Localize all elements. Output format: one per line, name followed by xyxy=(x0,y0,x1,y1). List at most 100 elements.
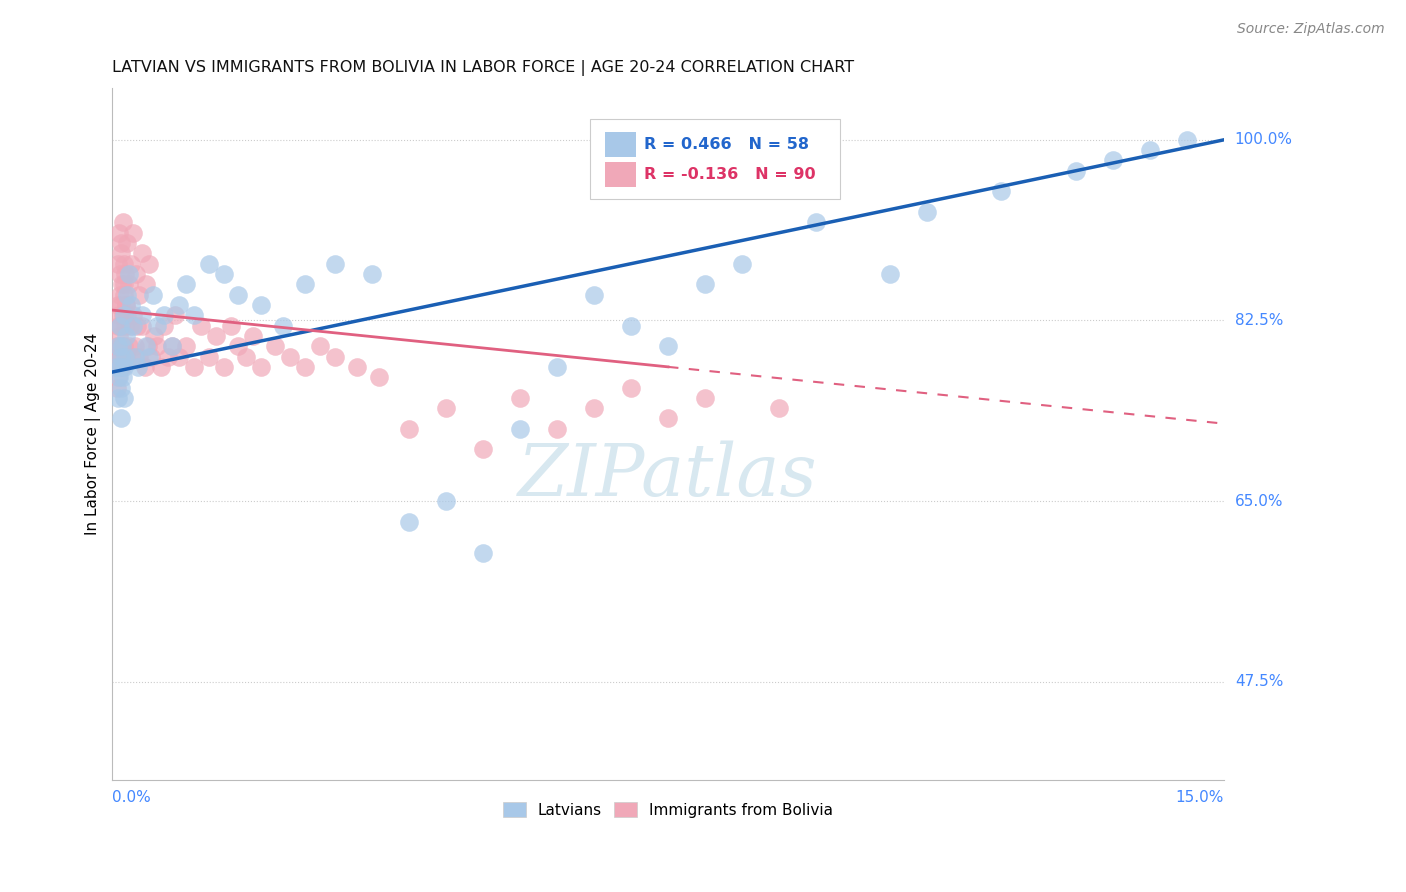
Point xyxy=(398,515,420,529)
Point xyxy=(105,359,128,374)
Point xyxy=(112,287,135,301)
Point xyxy=(122,226,145,240)
Point xyxy=(620,318,643,333)
Point xyxy=(398,422,420,436)
Point xyxy=(167,350,190,364)
Point xyxy=(294,277,316,292)
Point xyxy=(110,298,132,312)
Text: LATVIAN VS IMMIGRANTS FROM BOLIVIA IN LABOR FORCE | AGE 20-24 CORRELATION CHART: LATVIAN VS IMMIGRANTS FROM BOLIVIA IN LA… xyxy=(112,60,855,76)
Point xyxy=(108,308,131,322)
Point xyxy=(219,318,242,333)
Point xyxy=(108,226,131,240)
Text: 0.0%: 0.0% xyxy=(112,790,152,805)
Point xyxy=(249,359,271,374)
Point xyxy=(235,350,257,364)
Point xyxy=(107,370,129,384)
Point xyxy=(620,380,643,394)
FancyBboxPatch shape xyxy=(605,162,636,187)
Point xyxy=(112,391,135,405)
Point xyxy=(142,329,165,343)
Point xyxy=(107,339,129,353)
Point xyxy=(323,350,346,364)
Point xyxy=(125,318,148,333)
Point xyxy=(183,359,205,374)
Point xyxy=(125,267,148,281)
Point xyxy=(118,277,141,292)
Point xyxy=(115,298,138,312)
Point xyxy=(131,318,153,333)
Point xyxy=(135,277,157,292)
Legend: Latvians, Immigrants from Bolivia: Latvians, Immigrants from Bolivia xyxy=(496,796,839,824)
Point xyxy=(190,318,212,333)
Point xyxy=(990,185,1012,199)
Point xyxy=(110,339,132,353)
FancyBboxPatch shape xyxy=(591,120,841,199)
Point xyxy=(360,267,382,281)
Text: 65.0%: 65.0% xyxy=(1234,493,1284,508)
Point xyxy=(768,401,790,416)
Point xyxy=(107,350,129,364)
Point xyxy=(112,359,135,374)
Point xyxy=(264,339,287,353)
Point xyxy=(1101,153,1123,168)
Point xyxy=(294,359,316,374)
Point xyxy=(806,215,828,229)
Point xyxy=(197,257,219,271)
Point xyxy=(134,359,156,374)
Point xyxy=(183,308,205,322)
Point xyxy=(509,422,531,436)
Point xyxy=(212,267,235,281)
Text: 100.0%: 100.0% xyxy=(1234,132,1292,147)
Point xyxy=(120,257,142,271)
Point xyxy=(110,235,132,250)
Point xyxy=(122,318,145,333)
Point xyxy=(110,246,132,260)
Point xyxy=(105,380,128,394)
Point xyxy=(546,359,568,374)
Point xyxy=(107,318,129,333)
Point xyxy=(108,318,131,333)
Point xyxy=(434,494,457,508)
Point xyxy=(128,287,150,301)
Point xyxy=(165,308,187,322)
Point xyxy=(115,235,138,250)
Point xyxy=(156,350,179,364)
Point xyxy=(111,215,134,229)
Point xyxy=(471,546,494,560)
Point xyxy=(228,339,250,353)
Point xyxy=(120,298,142,312)
Point xyxy=(114,329,136,343)
Point xyxy=(114,267,136,281)
Point xyxy=(112,339,135,353)
Point xyxy=(153,318,176,333)
Point xyxy=(271,318,294,333)
Point xyxy=(107,257,129,271)
Point xyxy=(582,287,605,301)
Point xyxy=(693,391,716,405)
Point xyxy=(582,401,605,416)
Point xyxy=(197,350,219,364)
Point xyxy=(176,339,198,353)
Y-axis label: In Labor Force | Age 20-24: In Labor Force | Age 20-24 xyxy=(86,333,101,535)
Point xyxy=(115,287,138,301)
Point xyxy=(153,308,176,322)
Point xyxy=(128,350,150,364)
Point xyxy=(110,380,132,394)
Point xyxy=(1175,133,1198,147)
Point xyxy=(160,339,183,353)
Point xyxy=(108,267,131,281)
Text: 47.5%: 47.5% xyxy=(1234,674,1284,690)
Text: Source: ZipAtlas.com: Source: ZipAtlas.com xyxy=(1237,22,1385,37)
Point xyxy=(249,298,271,312)
Point xyxy=(131,308,153,322)
Point xyxy=(471,442,494,457)
Point xyxy=(1139,143,1161,157)
Point xyxy=(657,411,679,425)
Point xyxy=(139,350,162,364)
Text: 15.0%: 15.0% xyxy=(1175,790,1223,805)
FancyBboxPatch shape xyxy=(605,132,636,157)
Point xyxy=(124,339,146,353)
Point xyxy=(138,257,160,271)
Point xyxy=(110,350,132,364)
Point xyxy=(546,422,568,436)
